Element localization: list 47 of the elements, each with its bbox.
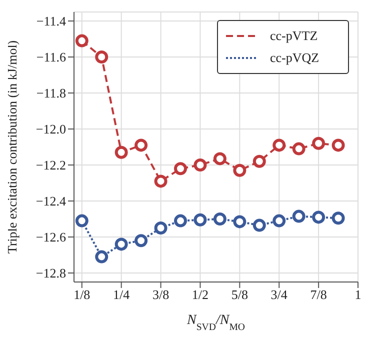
y-tick-label: −12.8 <box>36 266 66 281</box>
x-tick-label: 1/8 <box>74 287 90 302</box>
point <box>252 218 266 232</box>
y-tick-label: −11.6 <box>36 50 66 65</box>
point <box>312 136 326 150</box>
point <box>174 214 187 228</box>
point <box>213 152 226 166</box>
point <box>134 234 148 248</box>
point <box>154 174 168 188</box>
y-tick-label: −12.2 <box>36 158 66 173</box>
point <box>114 146 128 159</box>
y-tick-label: −12.6 <box>36 230 66 245</box>
point <box>95 250 108 264</box>
point <box>292 142 306 156</box>
point <box>134 138 148 152</box>
point <box>332 212 345 225</box>
y-tick-label: −11.8 <box>36 86 66 101</box>
y-tick-label: −12.4 <box>36 194 66 209</box>
x-axis-title: N$_{SVD}$/N$_{MO}$ <box>186 313 245 332</box>
x-tick-label: 3/8 <box>152 287 170 302</box>
point <box>114 238 128 251</box>
point <box>272 214 286 228</box>
point <box>332 138 345 152</box>
x-tick-label: 3/4 <box>270 287 288 302</box>
y-tick-label: −11.4 <box>36 14 66 29</box>
point <box>75 34 88 48</box>
x-tick-label: 1 <box>354 287 362 302</box>
point <box>272 138 286 152</box>
x-tick-label: 7/8 <box>310 287 327 302</box>
point <box>174 162 187 176</box>
point <box>312 210 326 224</box>
y-tick-label: −12.0 <box>36 122 66 137</box>
point <box>233 215 246 228</box>
legend-label: cc-pVQZ <box>270 49 320 67</box>
point <box>292 210 306 223</box>
legend-label: cc-pVTZ <box>270 27 318 45</box>
point <box>75 214 88 228</box>
point <box>233 164 246 177</box>
point <box>213 212 226 226</box>
x-tick-label: 5/8 <box>231 287 248 302</box>
x-tick-label: 1/4 <box>113 287 130 302</box>
point <box>194 158 207 172</box>
point <box>154 222 168 234</box>
point <box>252 154 266 168</box>
point <box>194 213 207 226</box>
point <box>95 50 108 64</box>
x-tick-label: 1/2 <box>192 287 209 302</box>
